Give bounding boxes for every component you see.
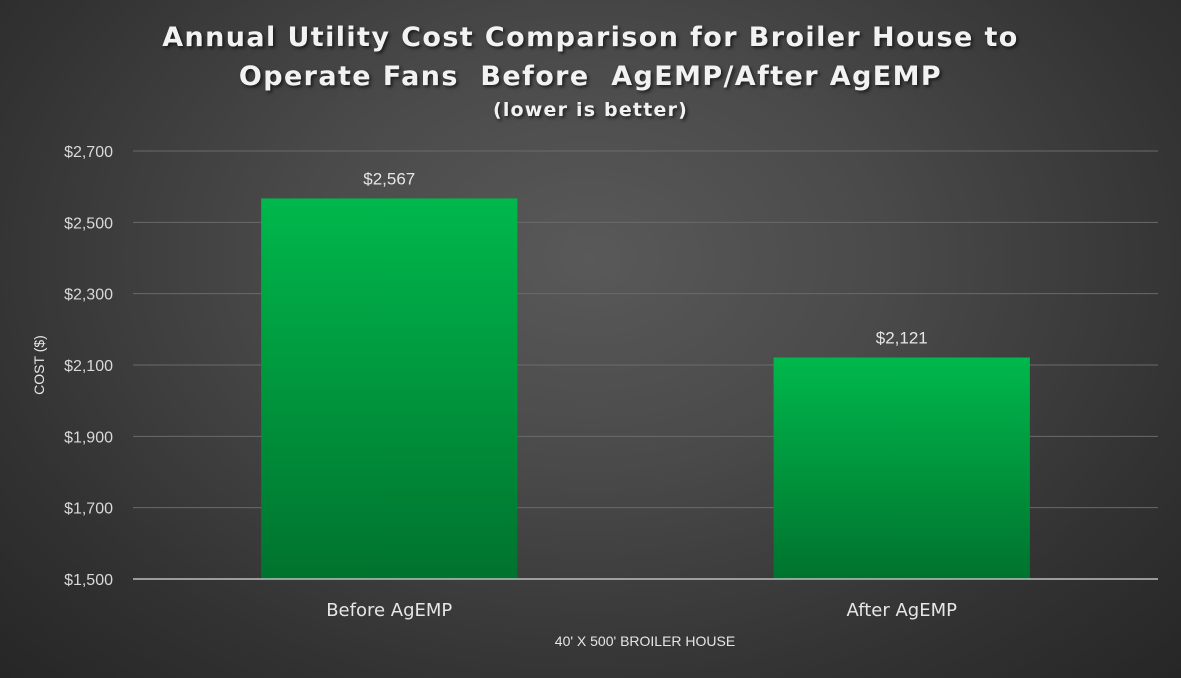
y-tick-label: $2,100 [64, 358, 113, 375]
bar [773, 357, 1030, 579]
x-category-label: After AgEMP [847, 600, 958, 621]
x-axis-title: 40' X 500' BROILER HOUSE [555, 633, 735, 649]
x-category-label: Before AgEMP [326, 600, 452, 621]
y-axis-title: COST ($) [31, 335, 47, 395]
chart-title-block: Annual Utility Cost Comparison for Broil… [0, 18, 1181, 124]
y-tick-label: $1,500 [64, 572, 113, 589]
x-axis: Before AgEMP After AgEMP [133, 578, 1158, 621]
y-axis-ticks: $1,500 $1,700 $1,900 $2,100 $2,300 $2,500 $2,7… [64, 144, 113, 589]
bar-value-label: $2,567 [363, 169, 415, 188]
y-tick-label: $1,700 [64, 501, 113, 518]
bar [261, 198, 518, 580]
y-tick-label: $2,700 [64, 144, 113, 161]
bars [261, 198, 1030, 580]
chart-title-line-1: Annual Utility Cost Comparison for Broil… [162, 22, 1019, 53]
bar-value-label: $2,121 [876, 329, 928, 348]
y-tick-label: $1,900 [64, 429, 113, 446]
y-tick-label: $2,500 [64, 215, 113, 232]
data-labels: $2,567 $2,121 [363, 169, 928, 347]
chart-subtitle: (lower is better) [492, 99, 689, 121]
chart-title-line-2: Operate Fans Before AgEMP/After AgEMP [238, 61, 943, 92]
y-tick-label: $2,300 [64, 287, 113, 304]
